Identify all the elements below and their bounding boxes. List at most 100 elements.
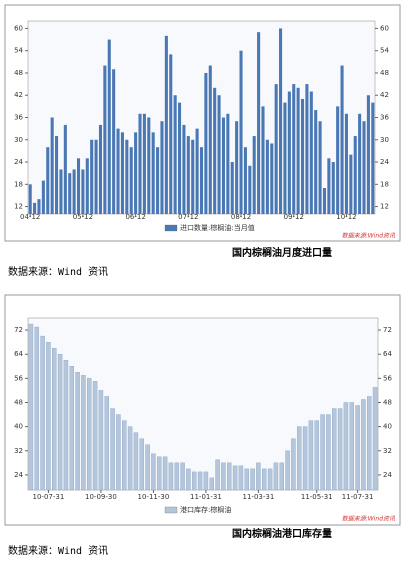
x-tick-label: 11-07-31	[342, 493, 374, 501]
bar	[52, 347, 57, 491]
bar	[309, 91, 313, 214]
bar	[156, 147, 160, 214]
bar	[57, 354, 63, 491]
y-tick-label: 60	[14, 24, 23, 32]
legend-swatch	[164, 506, 178, 514]
y2-tick-label: 24	[380, 158, 389, 166]
bar	[327, 158, 331, 214]
bar	[180, 462, 185, 491]
bar	[358, 113, 362, 214]
bar	[221, 462, 226, 491]
bar	[98, 390, 104, 491]
bar	[197, 471, 203, 491]
bar	[168, 462, 174, 491]
bar	[103, 65, 107, 215]
bar	[208, 65, 212, 215]
bar	[75, 372, 80, 491]
x-tick-label: 10-07-31	[33, 493, 65, 501]
bar	[139, 438, 144, 491]
x-tick-label: 05-12	[73, 213, 93, 221]
bar	[244, 468, 249, 491]
y-tick-label: 42	[14, 91, 23, 99]
bar	[157, 456, 162, 491]
bar	[213, 87, 217, 214]
bar	[104, 396, 109, 491]
bar	[72, 169, 76, 214]
bar	[209, 477, 214, 491]
bar	[250, 468, 255, 491]
bar	[69, 366, 74, 491]
caption: 国内棕榈油港口库存量	[232, 527, 332, 540]
bar	[90, 139, 94, 214]
bar	[296, 87, 300, 214]
watermark: 数据来源:Wind资讯	[342, 232, 396, 240]
x-tick-label: 10-09-30	[85, 493, 117, 501]
y-tick-label: 30	[14, 136, 23, 144]
bar	[160, 121, 164, 214]
y-tick-label: 48	[14, 398, 23, 406]
bar	[112, 69, 116, 214]
bar	[320, 414, 325, 491]
y-tick-label: 36	[14, 114, 23, 122]
bar	[37, 199, 41, 214]
y-tick-label: 24	[14, 158, 23, 166]
bar	[227, 462, 232, 491]
bar	[28, 323, 34, 491]
bar	[302, 426, 308, 491]
bar	[134, 132, 138, 214]
bar	[235, 121, 239, 214]
bar	[169, 54, 173, 215]
y-tick-label: 12	[14, 203, 23, 211]
bar	[81, 375, 86, 491]
bar	[326, 414, 331, 491]
bar	[291, 438, 296, 491]
legend-swatch	[164, 224, 178, 232]
bar	[322, 188, 327, 214]
bar	[300, 98, 305, 214]
bar	[50, 117, 54, 214]
x-tick-label: 11-03-31	[243, 493, 275, 501]
plot-area	[27, 317, 379, 491]
y2-tick-label: 36	[380, 114, 389, 122]
y-tick-label: 64	[14, 350, 23, 358]
bar	[178, 102, 182, 214]
x-tick-label: 07-12	[178, 213, 198, 221]
bar	[361, 399, 366, 491]
y-tick-label: 54	[14, 47, 23, 55]
bar	[283, 102, 287, 214]
bar	[46, 147, 50, 214]
bar	[371, 102, 375, 214]
bar	[221, 117, 225, 214]
bar	[34, 326, 39, 491]
bar	[239, 50, 243, 214]
bar	[279, 28, 283, 214]
bar	[40, 335, 45, 491]
bar	[33, 202, 37, 214]
x-tick-label: 09-12	[284, 213, 304, 221]
bar	[173, 95, 177, 214]
bar	[125, 139, 129, 214]
bar	[107, 39, 111, 214]
y-tick-label: 48	[14, 69, 23, 77]
y2-tick-label: 24	[383, 471, 392, 479]
x-tick-label: 04-12	[20, 213, 40, 221]
bar	[151, 453, 156, 491]
bar	[46, 341, 51, 491]
bar	[331, 162, 335, 214]
y2-tick-label: 40	[383, 423, 392, 431]
x-tick-label: 10-12	[336, 213, 356, 221]
y-tick-label: 32	[14, 447, 23, 455]
bar	[318, 121, 322, 214]
bar	[195, 128, 199, 214]
bar	[267, 468, 273, 491]
bar	[94, 139, 98, 214]
bar	[274, 84, 278, 214]
bar	[366, 95, 370, 214]
bar	[164, 35, 168, 214]
y-tick-label: 72	[14, 326, 23, 334]
watermark: 数据来源:Wind资讯	[342, 515, 396, 523]
y2-tick-label: 60	[380, 24, 389, 32]
y2-tick-label: 12	[380, 203, 389, 211]
bar	[142, 113, 146, 214]
bar	[204, 72, 208, 214]
